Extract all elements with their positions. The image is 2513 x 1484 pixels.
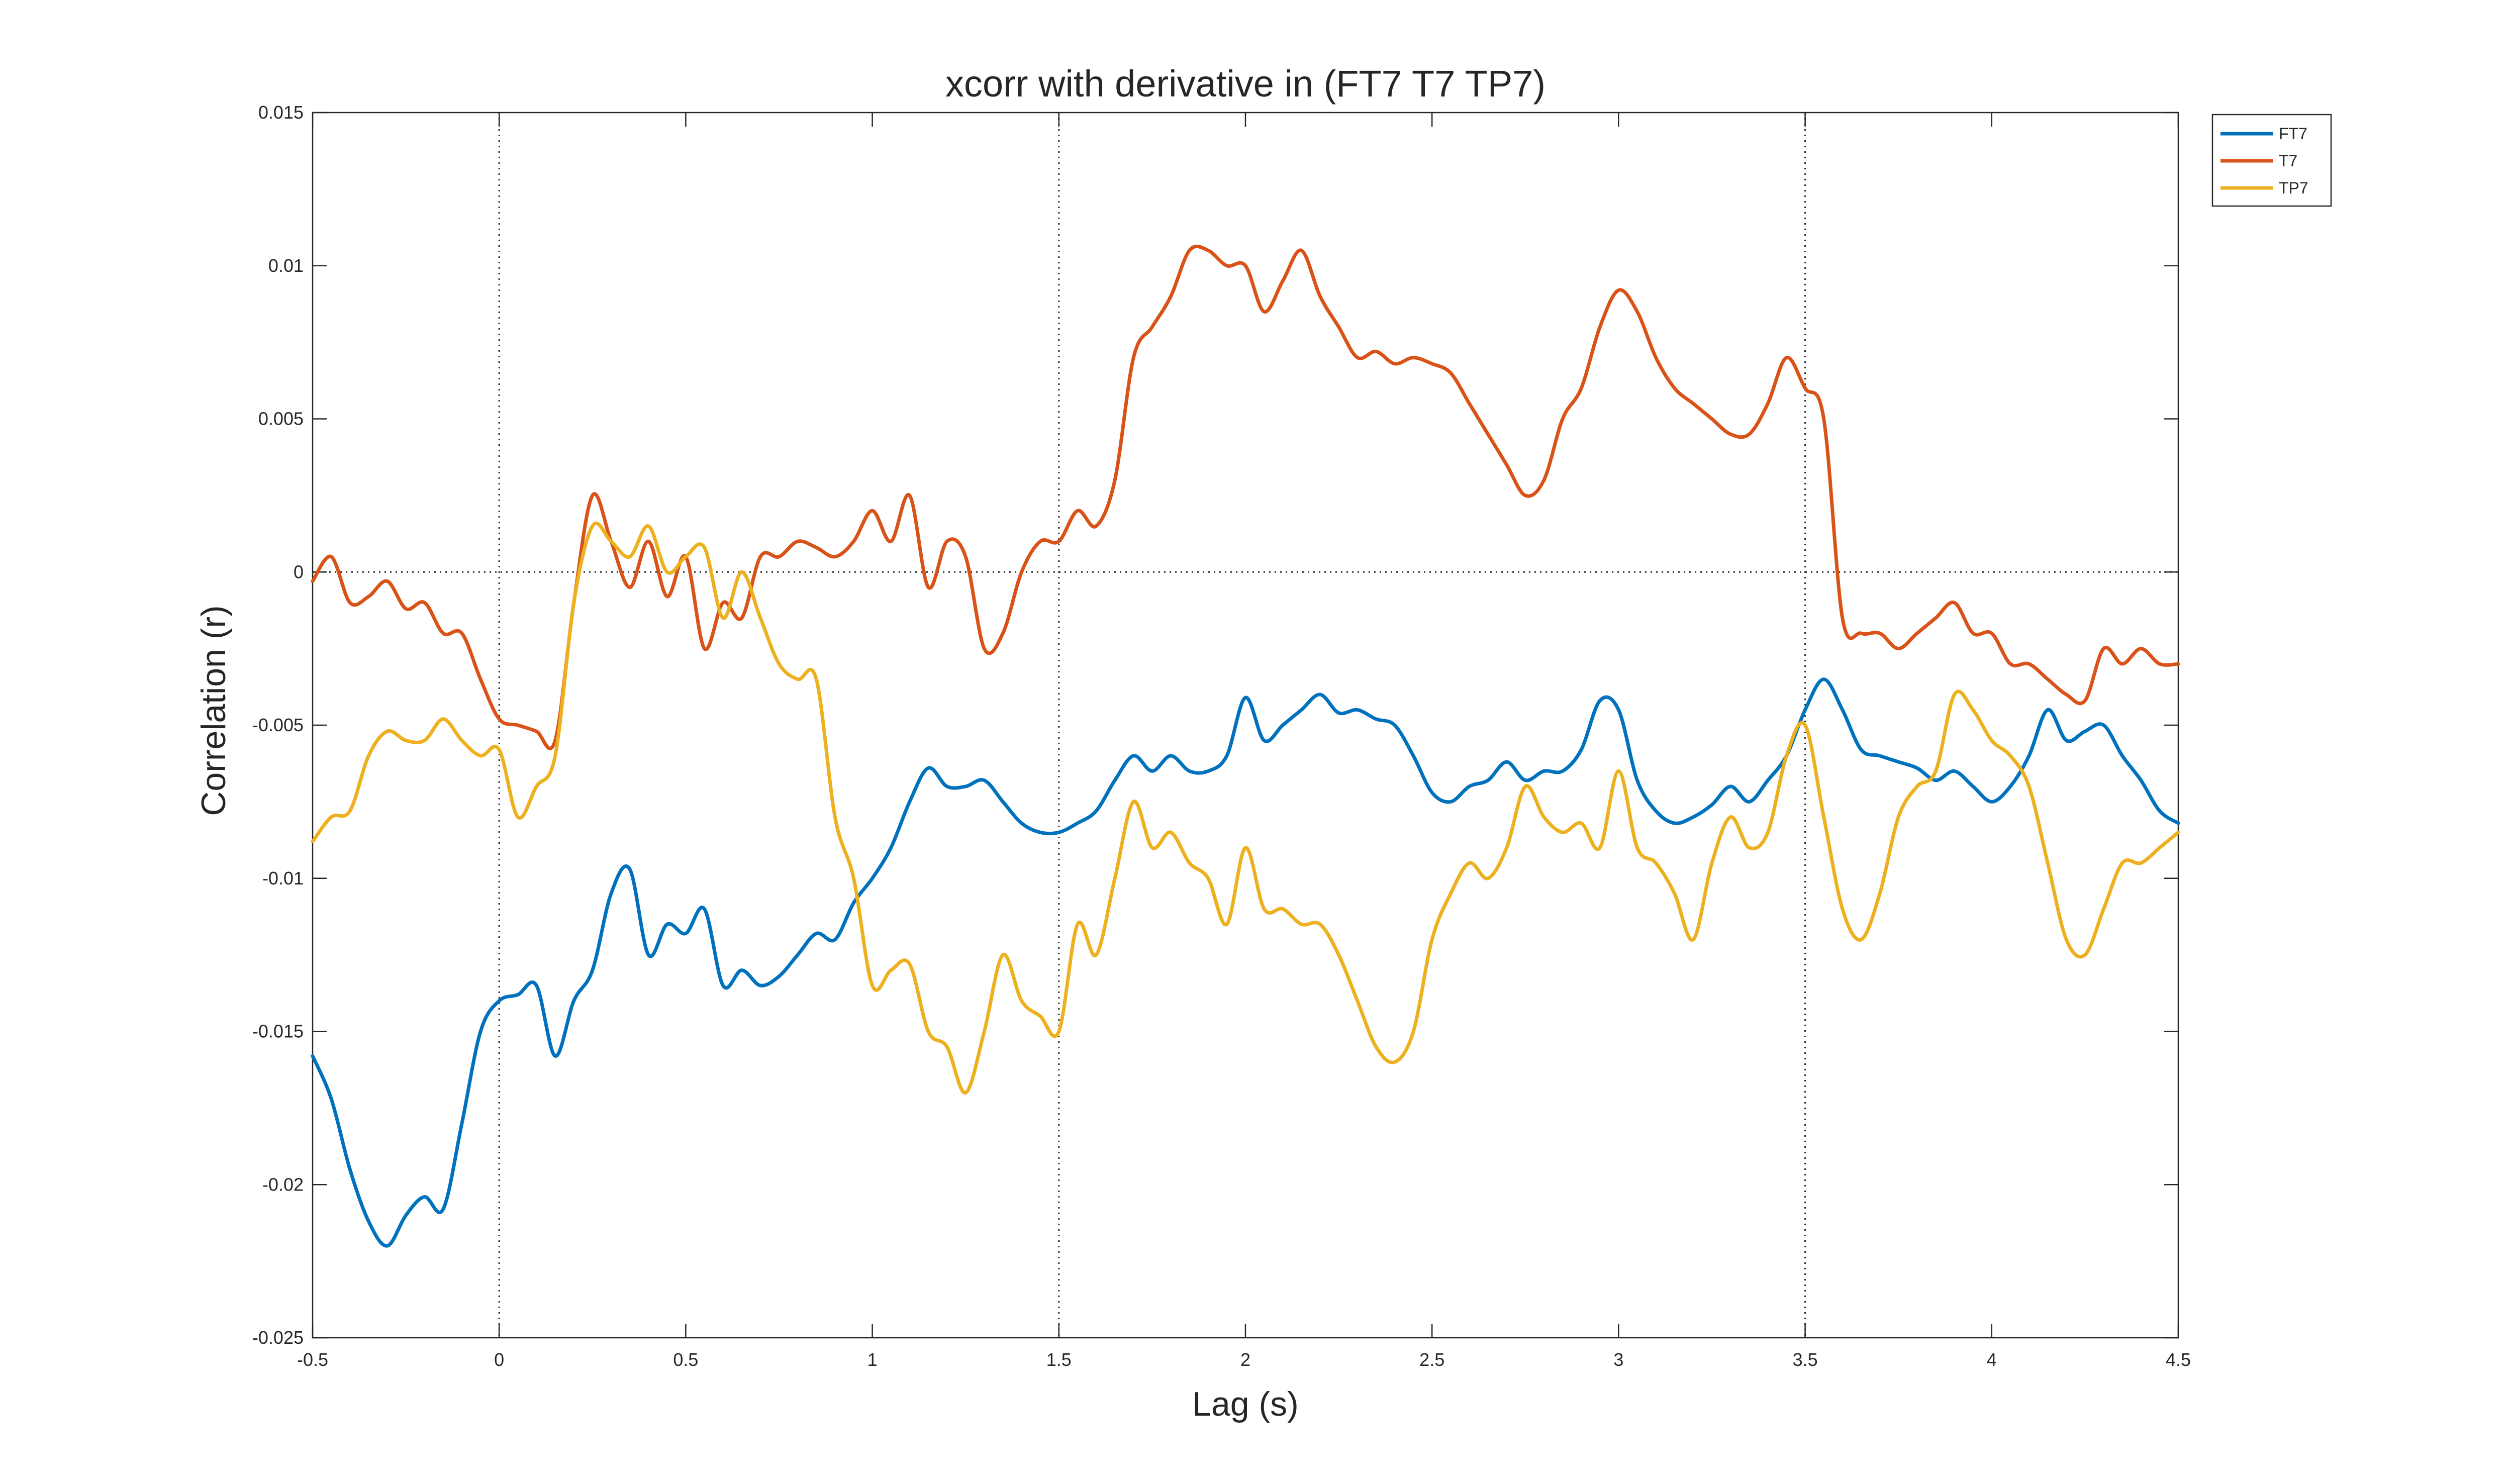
x-tick-label: -0.5 [297, 1349, 328, 1370]
series-line-ft7 [311, 677, 2180, 1248]
axes-box [312, 112, 2179, 1339]
legend: FT7 T7 TP7 [2211, 114, 2332, 207]
plot-area: -0.5 0 0.5 1 1.5 2 2.5 3 3.5 4 4.5 -0.025 -0.02 -0.01… [252, 102, 2191, 1370]
legend-label-t7: T7 [2279, 152, 2297, 170]
x-tick-label: 3 [1613, 1349, 1623, 1370]
x-tick-label: 1.5 [1046, 1349, 1072, 1370]
x-tick-label: 0.5 [673, 1349, 698, 1370]
y-tick-label: 0.005 [258, 409, 304, 429]
x-tick-label: 1 [867, 1349, 878, 1370]
x-tick-label: 4 [1987, 1349, 1997, 1370]
legend-label-ft7: FT7 [2279, 125, 2307, 143]
y-tick-label: 0.015 [258, 102, 304, 123]
y-tick-label: -0.025 [252, 1327, 304, 1348]
y-tick-label: -0.02 [262, 1174, 304, 1195]
x-tick-label: 2.5 [1419, 1349, 1444, 1370]
x-tick-label: 4.5 [2166, 1349, 2191, 1370]
y-tick-label: -0.005 [252, 715, 304, 735]
x-tick-label: 0 [494, 1349, 504, 1370]
chart-title: xcorr with derivative in (FT7 T7 TP7) [945, 63, 1545, 105]
y-tick-label: 0.01 [268, 255, 304, 276]
x-axis-title: Lag (s) [1192, 1385, 1299, 1423]
legend-label-tp7: TP7 [2279, 179, 2308, 197]
y-axis-title: Correlation (r) [195, 605, 233, 816]
x-tick-label: 3.5 [1793, 1349, 1818, 1370]
series-line-t7 [311, 244, 2180, 750]
y-tick-label: -0.01 [262, 868, 304, 888]
y-tick-label: 0 [294, 561, 304, 582]
series-line-tp7 [311, 521, 2180, 1095]
x-tick-label: 2 [1240, 1349, 1250, 1370]
y-tick-label: -0.015 [252, 1021, 304, 1042]
